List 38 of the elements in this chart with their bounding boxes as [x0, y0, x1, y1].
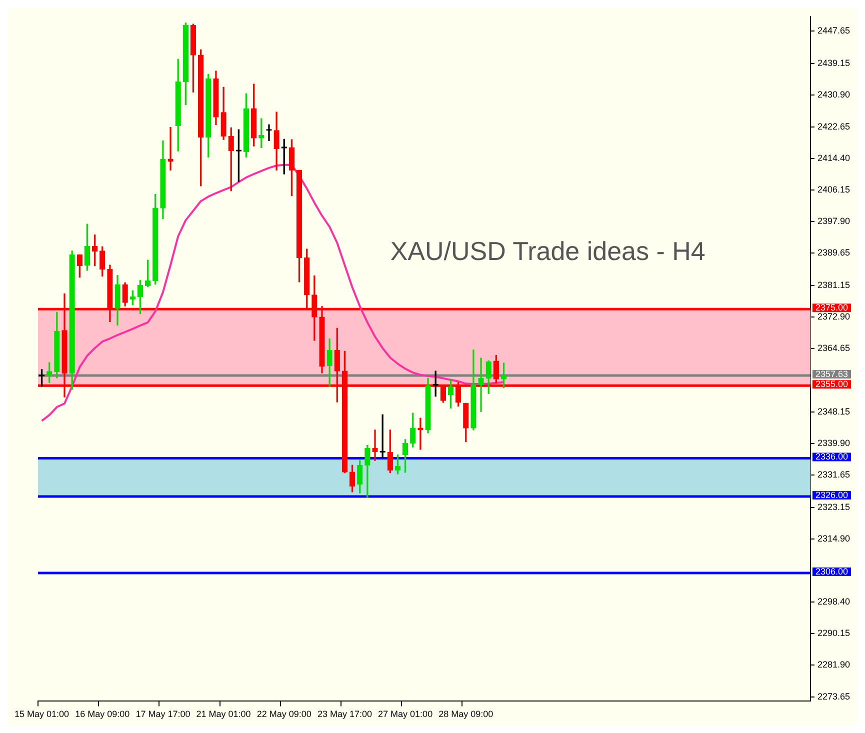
y-tick-label: 2281.90 [817, 660, 850, 670]
y-tick-label: 2430.90 [817, 90, 850, 100]
y-tick-label: 2348.15 [817, 406, 850, 416]
ref-line-label: 2326.00 [815, 490, 848, 500]
y-tick-label: 2422.65 [817, 121, 850, 132]
ref-line-label: 2355.00 [815, 378, 848, 389]
y-tick-label: 2406.15 [817, 184, 850, 194]
y-tick-label: 2298.40 [817, 596, 850, 607]
x-tick-label: 17 May 17:00 [136, 709, 190, 720]
y-tick-label: 2381.15 [817, 280, 850, 290]
y-tick-label: 2439.15 [817, 58, 850, 68]
y-tick-label: 2414.40 [817, 152, 850, 163]
y-tick-label: 2372.90 [817, 312, 850, 322]
y-tick-label: 2314.90 [817, 533, 850, 544]
y-tick-label: 2331.65 [817, 469, 850, 480]
x-tick-label: 27 May 01:00 [378, 709, 433, 720]
y-tick-label: 2447.65 [817, 26, 850, 36]
y-tick-label: 2273.65 [817, 691, 850, 702]
y-tick-label: 2290.15 [817, 628, 850, 638]
x-tick-label: 16 May 09:00 [75, 709, 130, 720]
x-tick-label: 15 May 01:00 [14, 709, 70, 720]
text: XAU/USD Trade ideas - H4 [390, 236, 706, 266]
x-tick-label: 21 May 01:00 [196, 709, 251, 720]
ref-line-label: 2375.00 [815, 302, 848, 312]
x-tick-label: 28 May 09:00 [438, 709, 494, 720]
y-tick-label: 2323.15 [817, 502, 850, 512]
x-tick-label: 22 May 09:00 [256, 709, 312, 720]
ref-line-label: 2306.00 [815, 566, 848, 576]
x-tick-label: 23 May 17:00 [317, 709, 372, 720]
candlestick [478, 358, 484, 412]
y-tick-label: 2397.90 [817, 216, 850, 226]
y-tick-label: 2364.65 [817, 343, 850, 354]
y-tick-label: 2339.90 [817, 438, 850, 448]
candlestick [418, 418, 424, 450]
y-tick-label: 2389.65 [817, 248, 850, 258]
ref-line-label: 2357.63 [815, 368, 848, 379]
candlestick [372, 430, 378, 461]
ref-line-label: 2336.00 [815, 452, 848, 462]
